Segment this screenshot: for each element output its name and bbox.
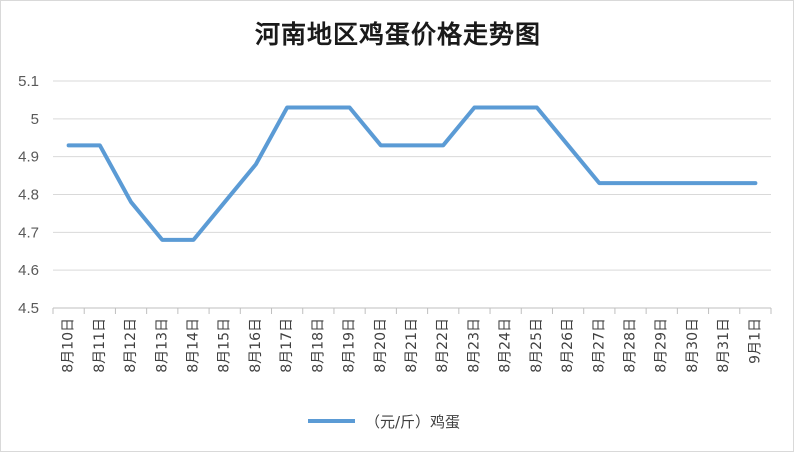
x-tick-label: 8月26日 <box>560 318 576 373</box>
y-tick-label: 4.9 <box>18 149 39 166</box>
x-tick-label: 8月30日 <box>685 318 701 373</box>
x-tick-label: 8月21日 <box>404 318 420 373</box>
data-point <box>536 106 538 108</box>
data-point <box>380 144 382 146</box>
x-tick-label: 8月25日 <box>529 318 545 373</box>
data-point <box>255 163 257 165</box>
data-point <box>723 182 725 184</box>
legend-label: （元/斤）鸡蛋 <box>365 413 460 431</box>
data-point <box>473 106 475 108</box>
gridlines <box>53 80 771 271</box>
x-tick-label: 8月10日 <box>61 318 77 373</box>
data-point <box>192 239 194 241</box>
y-tick-label: 5 <box>31 111 39 128</box>
x-tick-label: 8月29日 <box>654 318 670 373</box>
x-axis-ticks: 8月10日 8月11日 8月12日 8月13日 8月14日 8月15日 8月16日 8月17日… <box>61 318 764 373</box>
x-tick-label: 8月17日 <box>279 318 295 373</box>
data-point <box>692 182 694 184</box>
y-tick-label: 4.6 <box>18 262 39 279</box>
x-tick-label: 9月1日 <box>747 318 763 364</box>
legend: （元/斤）鸡蛋 <box>308 413 460 431</box>
data-point <box>317 106 319 108</box>
data-point <box>442 144 444 146</box>
x-tick-label: 8月20日 <box>373 318 389 373</box>
y-tick-label: 4.8 <box>18 187 39 204</box>
x-tick-label: 8月31日 <box>716 318 732 373</box>
series-line <box>66 105 758 242</box>
data-point <box>349 106 351 108</box>
x-tick-label: 8月11日 <box>92 318 108 373</box>
data-point <box>286 106 288 108</box>
y-tick-label: 5.1 <box>18 73 39 90</box>
x-tick-label: 8月23日 <box>466 318 482 373</box>
data-point <box>411 144 413 146</box>
data-point <box>68 144 70 146</box>
data-point <box>99 144 101 146</box>
x-tick-label: 8月12日 <box>123 318 139 373</box>
x-tick-label: 8月28日 <box>623 318 639 373</box>
x-tick-label: 8月16日 <box>248 318 264 373</box>
x-axis <box>52 307 772 314</box>
data-point <box>130 201 132 203</box>
x-tick-label: 8月18日 <box>310 318 326 373</box>
x-tick-label: 8月22日 <box>435 318 451 373</box>
data-point <box>630 182 632 184</box>
chart-title: 河南地区鸡蛋价格走势图 <box>254 20 541 49</box>
x-tick-label: 8月19日 <box>342 318 358 373</box>
x-tick-label: 8月13日 <box>154 318 170 373</box>
y-tick-label: 4.7 <box>18 224 39 241</box>
data-point <box>754 182 756 184</box>
series-group <box>66 105 758 242</box>
y-axis-ticks: 4.5 4.6 4.7 4.8 4.9 5 5.1 <box>18 73 39 317</box>
x-tick-label: 8月15日 <box>217 318 233 373</box>
y-tick-label: 4.5 <box>18 300 39 317</box>
data-point <box>567 144 569 146</box>
data-point <box>598 182 600 184</box>
data-point <box>505 106 507 108</box>
x-tick-label: 8月14日 <box>185 318 201 373</box>
data-point <box>224 201 226 203</box>
data-point <box>161 239 163 241</box>
x-tick-label: 8月27日 <box>591 318 607 373</box>
x-tick-label: 8月24日 <box>498 318 514 373</box>
data-point <box>661 182 663 184</box>
